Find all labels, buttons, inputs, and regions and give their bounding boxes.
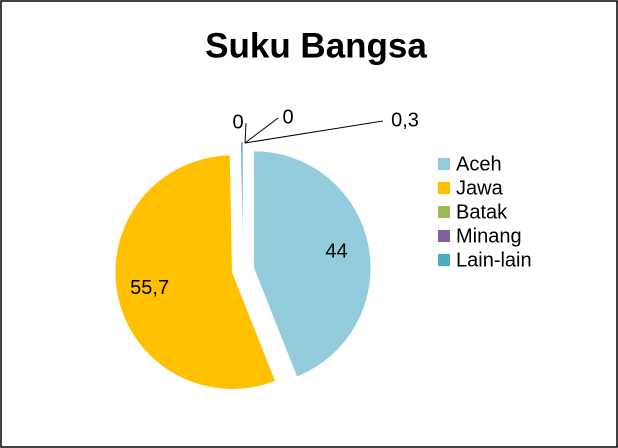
legend-swatch [438,254,450,266]
legend-label: Aceh [456,153,502,175]
leader-line [244,120,384,144]
data-label: 55,7 [130,277,169,299]
leader-line [244,122,247,144]
pie-slice [240,141,244,260]
data-label: 0,3 [391,109,419,131]
data-label: 0 [232,111,243,133]
data-label: 0 [282,106,293,128]
legend-swatch [438,182,450,194]
legend-swatch [438,158,450,170]
legend-swatch [438,230,450,242]
legend-label: Batak [456,201,508,223]
chart-title: Suku Bangsa [205,26,427,65]
pie-slice [115,154,276,390]
legend-label: Minang [456,225,522,247]
legend-swatch [438,206,450,218]
pie-slice [253,150,371,378]
leader-line [244,117,279,144]
legend-label: Jawa [456,177,504,199]
legend-label: Lain-lain [456,249,532,271]
data-label: 44 [325,240,347,262]
